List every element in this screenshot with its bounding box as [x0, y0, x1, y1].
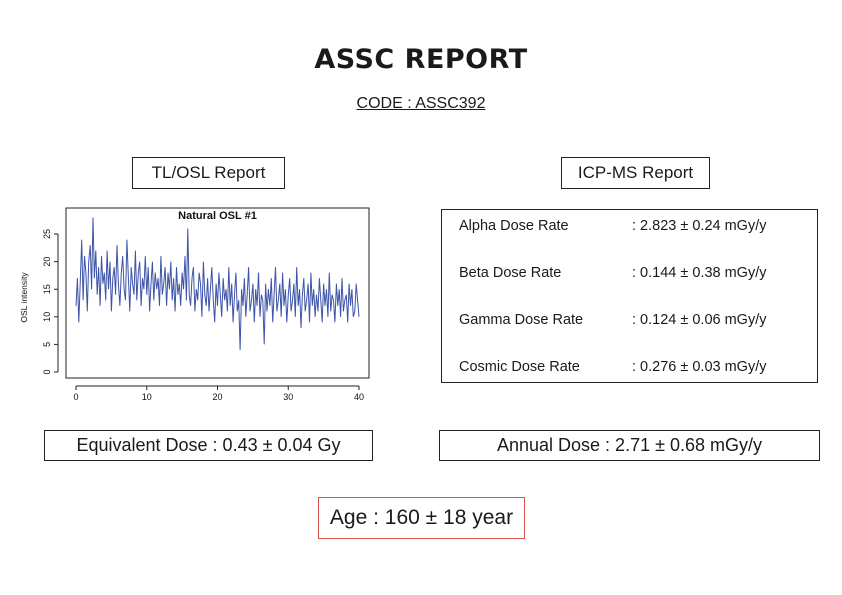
report-title: ASSC REPORT [314, 44, 528, 75]
cosmic-dose-value: : 0.276 ± 0.03 mGy/y [632, 359, 767, 375]
tlosl-section-label: TL/OSL Report [132, 157, 285, 189]
gamma-dose-value: : 0.124 ± 0.06 mGy/y [632, 312, 767, 328]
plot-frame [65, 207, 370, 379]
annual-dose-box: Annual Dose : 2.71 ± 0.68 mGy/y [439, 430, 820, 461]
osl-chart: Natural OSL #1 OSL intensity 0 10 20 30 40 0 5… [14, 198, 374, 410]
chart-title: Natural OSL #1 [178, 210, 257, 222]
x-tick-label: 40 [354, 392, 364, 402]
y-tick-label: 10 [42, 312, 52, 322]
x-tick-label: 30 [283, 392, 293, 402]
x-tick-label: 10 [142, 392, 152, 402]
series-line-group [75, 217, 360, 350]
osl-series-line [75, 217, 360, 350]
icpms-dose-table: Alpha Dose Rate : 2.823 ± 0.24 mGy/y Bet… [441, 209, 818, 383]
alpha-dose-label: Alpha Dose Rate [459, 218, 569, 234]
y-tick-label: 25 [42, 229, 52, 239]
age-result-box: Age : 160 ± 18 year [318, 497, 525, 539]
x-tick-label: 0 [73, 392, 78, 402]
equivalent-dose-box: Equivalent Dose : 0.43 ± 0.04 Gy [44, 430, 373, 461]
y-tick-label: 5 [42, 342, 52, 347]
x-tick-label: 20 [212, 392, 222, 402]
y-tick-label: 0 [42, 369, 52, 374]
y-axis-label: OSL intensity [19, 272, 29, 323]
alpha-dose-value: : 2.823 ± 0.24 mGy/y [632, 218, 767, 234]
cosmic-dose-label: Cosmic Dose Rate [459, 359, 580, 375]
icpms-section-label: ICP-MS Report [561, 157, 710, 189]
y-tick-label: 20 [42, 257, 52, 267]
beta-dose-label: Beta Dose Rate [459, 265, 562, 281]
gamma-dose-label: Gamma Dose Rate [459, 312, 584, 328]
osl-chart-svg: Natural OSL #1 OSL intensity 0 10 20 30 40 0 5… [19, 207, 370, 402]
report-code: CODE : ASSC392 [356, 95, 486, 112]
beta-dose-value: : 0.144 ± 0.38 mGy/y [632, 265, 767, 281]
y-tick-label: 15 [42, 284, 52, 294]
axes: 0 10 20 30 40 0 5 10 15 20 25 [42, 229, 364, 402]
